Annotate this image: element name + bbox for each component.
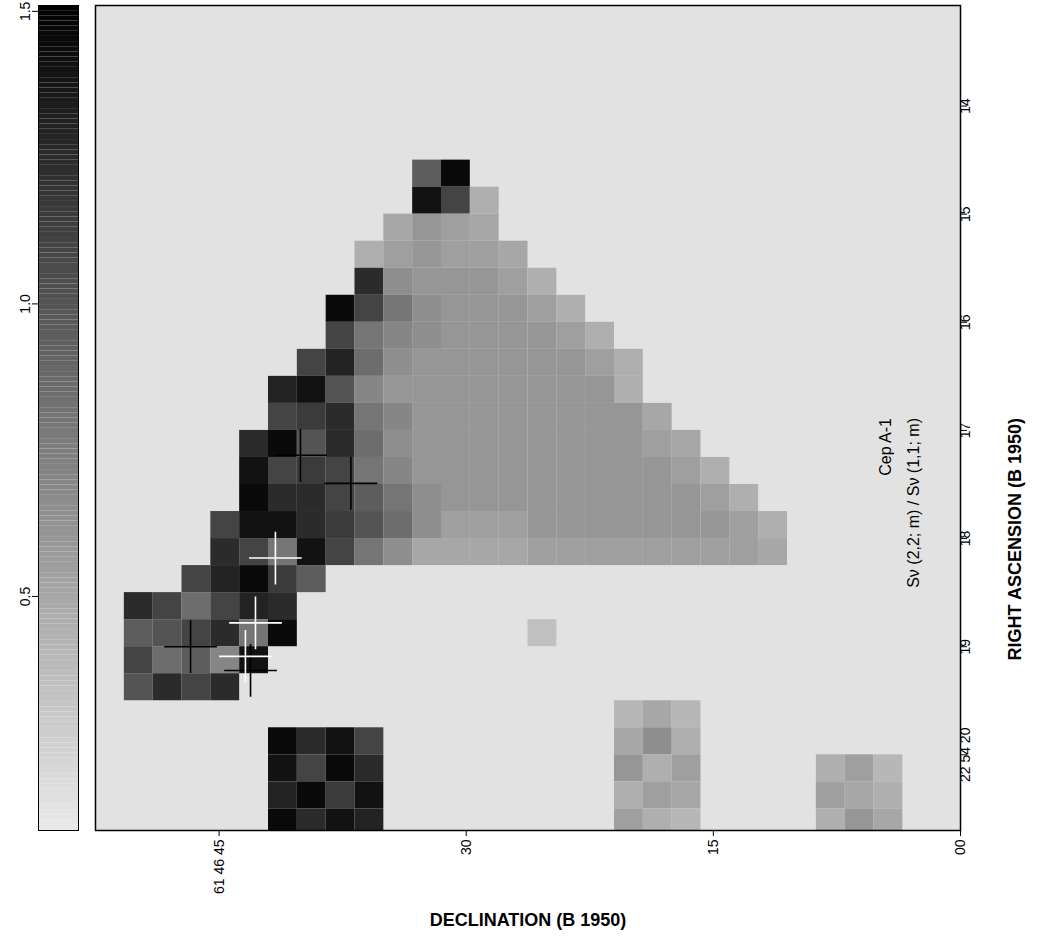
svg-text:22 54 20: 22 54 20 (956, 727, 973, 783)
svg-text:14: 14 (956, 98, 973, 114)
svg-text:15: 15 (956, 206, 973, 222)
svg-text:00: 00 (952, 839, 968, 855)
svg-text:1.5: 1.5 (17, 1, 33, 21)
svg-text:61 46 45: 61 46 45 (211, 839, 227, 894)
svg-text:18: 18 (956, 530, 973, 547)
svg-text:1.0: 1.0 (17, 294, 33, 314)
svg-text:15: 15 (705, 839, 721, 855)
svg-text:30: 30 (458, 839, 474, 855)
svg-text:DECLINATION (B 1950): DECLINATION (B 1950) (430, 910, 627, 930)
svg-text:0.5: 0.5 (17, 587, 33, 607)
svg-text:17: 17 (956, 422, 973, 439)
svg-text:19: 19 (956, 638, 973, 655)
svg-text:16: 16 (956, 314, 973, 331)
svg-text:Cep A-1: Cep A-1 (877, 418, 894, 476)
svg-text:Sν (2,2; m) / Sν (1,1; m): Sν (2,2; m) / Sν (1,1; m) (905, 418, 922, 588)
svg-text:RIGHT ASCENSION (B 1950): RIGHT ASCENSION (B 1950) (1005, 418, 1025, 660)
